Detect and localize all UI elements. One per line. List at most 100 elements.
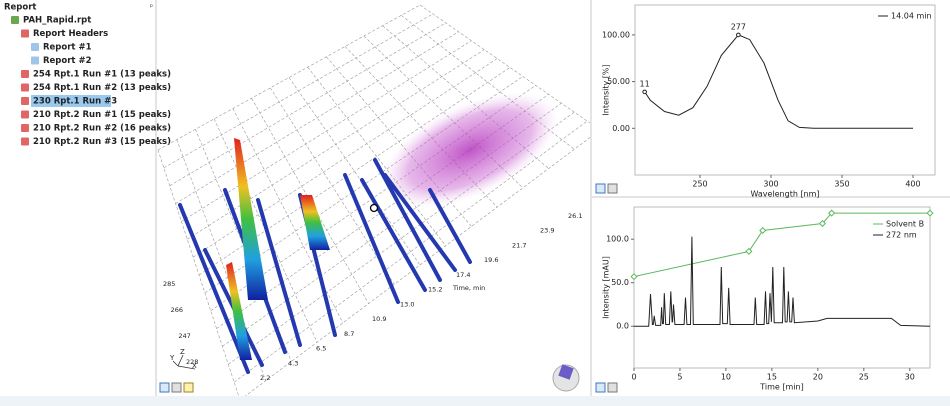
tree-icon (31, 43, 39, 51)
floor-grid (176, 139, 266, 381)
series-marker (828, 209, 836, 217)
y-tick-label: 50.0 (611, 278, 629, 287)
status-strip (0, 396, 950, 406)
pin-icon[interactable]: ᵖ (150, 3, 153, 11)
annotation-point (642, 89, 647, 95)
time-axis-label: Time, min (452, 284, 485, 292)
x-tick-label: 250 (692, 180, 707, 189)
time-tick-label: 8.7 (344, 330, 354, 338)
tree-icon (21, 137, 29, 146)
legend-label: Solvent B (886, 220, 924, 229)
y-axis-label: Intensity [%] (602, 64, 611, 115)
time-tick-label: 23.9 (540, 227, 554, 235)
legend-label: 272 nm (886, 231, 917, 240)
tree-item: PAH_Rapid.rpt (23, 16, 91, 26)
y-tick-label: 50.00 (607, 77, 630, 86)
time-tick-label: 15.2 (428, 286, 442, 294)
tool-button[interactable] (171, 382, 182, 393)
floor-grid (163, 13, 434, 169)
tree-item: Report #2 (43, 56, 92, 66)
view-cube-face[interactable] (558, 364, 574, 380)
peak-surface (226, 262, 252, 360)
tree-icon (21, 124, 29, 132)
peak-streak (178, 203, 250, 374)
3d-view: 2.2 4.3 6.5 8.7 10.9 13.0 15.2 17.4 19.6 21.7 23.9… (157, 4, 590, 396)
x-tick-label: 25 (859, 373, 869, 382)
tool-button[interactable] (183, 382, 194, 393)
tree-item: 254 Rpt.1 Run #1 (13 peaks) (33, 70, 171, 80)
floor-grid (175, 31, 459, 204)
tree-item: 210 Rpt.2 Run #2 (16 peaks) (33, 124, 171, 134)
floor-grid (216, 94, 549, 329)
peak-surface (234, 138, 268, 300)
series-line (633, 212, 930, 278)
x-tick-label: 5 (677, 373, 682, 382)
time-tick-label: 26.1 (568, 212, 582, 220)
tree-icon (21, 70, 29, 78)
annotation-label: 11 (640, 79, 650, 88)
floor-grid (288, 77, 421, 266)
peak-streak (343, 173, 400, 304)
annotation-point (736, 32, 741, 38)
floor-grid (244, 137, 590, 396)
floor-grid (419, 4, 590, 124)
time-tick-label: 4.3 (288, 359, 298, 367)
spectral-blob (381, 92, 559, 208)
x-axis-label: Wavelength [nm] (750, 190, 819, 199)
time-tick-label: 2.2 (260, 374, 270, 382)
floor-grid (307, 66, 446, 246)
tool-button[interactable] (607, 183, 618, 194)
peak-streak (373, 158, 442, 282)
peak-streak (428, 188, 472, 264)
peak-surface (300, 195, 330, 250)
tree-item: Report Headers (33, 29, 108, 39)
peak-streak (360, 178, 427, 292)
time-tick-label: 10.9 (372, 315, 386, 323)
peak-streak (383, 173, 457, 272)
tree-title: Report (4, 3, 37, 13)
tool-button[interactable] (607, 382, 618, 393)
series-marker (759, 226, 767, 235)
series-marker (745, 247, 753, 255)
y-axis-label: Intensity [mAU] (602, 256, 611, 319)
x-tick-label: 15 (767, 373, 777, 382)
tree-icon (21, 97, 29, 105)
plot-area (633, 206, 931, 369)
legend-label: 14.04 min (891, 12, 932, 21)
tree-icon (31, 56, 39, 65)
floor-grid (363, 35, 524, 189)
triad-axis (177, 354, 184, 367)
series-marker (630, 273, 638, 281)
tree-icon (21, 29, 29, 38)
tool-button[interactable] (159, 382, 170, 393)
x-tick-label: 10 (721, 373, 731, 382)
plot-area (634, 4, 936, 176)
wavelength-tick-label: 285 (163, 280, 175, 288)
triad-label: Z (180, 348, 185, 356)
x-tick-label: 20 (813, 373, 823, 382)
report-tree: Report PAH_Rapid.rpt Report Headers Report… (4, 3, 171, 148)
tree-item: Report #1 (43, 43, 92, 53)
series-marker (926, 209, 934, 217)
annotation-label: 277 (731, 22, 746, 31)
triad-label: X (192, 362, 197, 370)
tree-item: 210 Rpt.2 Run #1 (15 peaks) (33, 110, 171, 120)
selection (31, 95, 111, 107)
wavelength-tick-label: 247 (178, 332, 190, 340)
wavelength-tick-label: 228 (186, 358, 198, 366)
x-axis-label: Time [min] (759, 383, 803, 392)
x-tick-label: 300 (763, 180, 778, 189)
tree-icon (21, 110, 29, 119)
y-tick-label: 0.00 (612, 124, 630, 133)
triad-axis (172, 360, 179, 367)
tree-icon (21, 83, 29, 92)
x-tick-label: 30 (905, 373, 915, 382)
x-tick-label: 400 (905, 180, 920, 189)
tool-button[interactable] (595, 183, 606, 194)
toolbar (159, 183, 618, 393)
tool-button[interactable] (595, 382, 606, 393)
y-tick-label: 100.00 (602, 30, 630, 39)
